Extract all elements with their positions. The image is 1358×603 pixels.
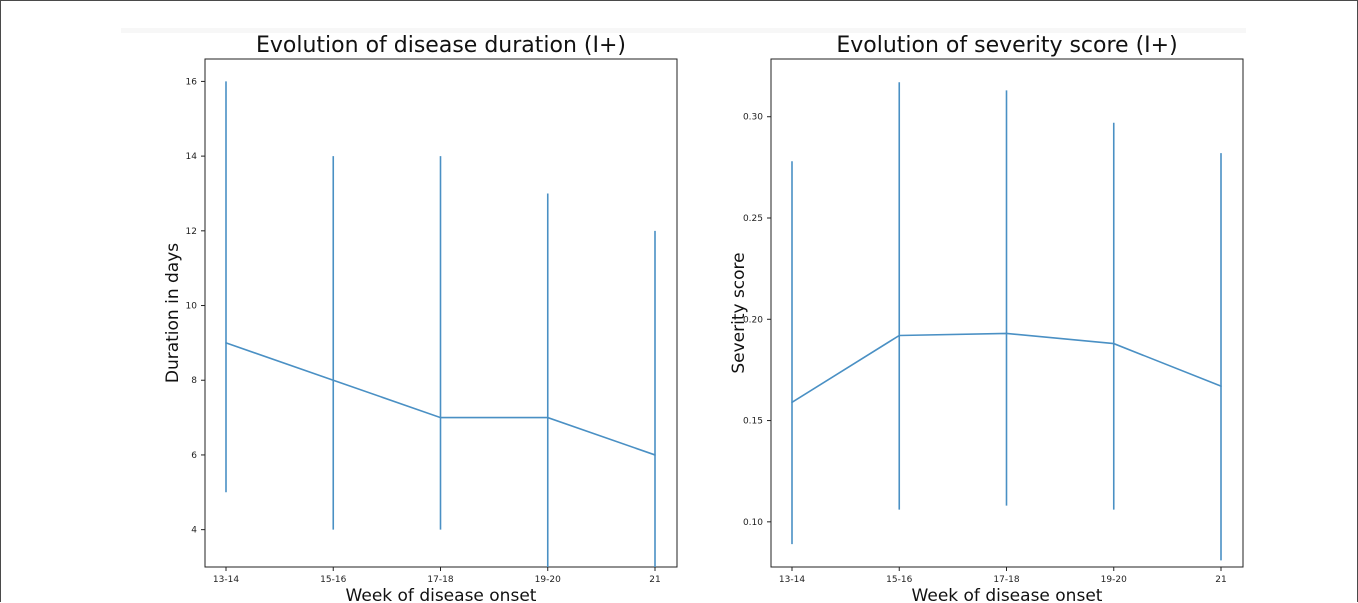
x-tick-label: 21 bbox=[649, 575, 660, 585]
y-axis-label: Severity score bbox=[729, 252, 749, 373]
y-tick-label: 0.15 bbox=[743, 417, 763, 427]
y-tick-label: 0.30 bbox=[743, 113, 763, 123]
data-point bbox=[1220, 385, 1222, 387]
data-point bbox=[791, 401, 793, 404]
y-tick-label: 12 bbox=[186, 227, 197, 237]
x-tick-label: 15-16 bbox=[320, 575, 346, 585]
x-tick-label: 13-14 bbox=[779, 575, 805, 585]
chart-title: Evolution of severity score (I+) bbox=[836, 33, 1177, 58]
chart-title: Evolution of disease duration (I+) bbox=[256, 33, 626, 58]
y-tick-label: 0.25 bbox=[743, 214, 763, 224]
y-tick-label: 10 bbox=[186, 302, 198, 312]
y-tick-label: 8 bbox=[191, 376, 197, 386]
x-tick-label: 15-16 bbox=[886, 575, 912, 585]
y-tick-label: 6 bbox=[191, 451, 197, 461]
y-tick-label: 16 bbox=[186, 77, 198, 87]
data-point bbox=[1005, 332, 1008, 335]
x-axis-label: Week of disease onset bbox=[346, 586, 537, 603]
data-point bbox=[654, 454, 656, 456]
x-tick-label: 19-20 bbox=[535, 575, 561, 585]
y-tick-label: 0.10 bbox=[743, 518, 763, 528]
data-point bbox=[546, 416, 549, 419]
x-axis-label: Week of disease onset bbox=[912, 586, 1103, 603]
chart-panel-2: Evolution of severity score (I+) 0.10 0.15… bbox=[729, 33, 1244, 603]
data-point bbox=[225, 342, 227, 344]
data-point bbox=[439, 416, 442, 419]
x-tick-label: 19-20 bbox=[1101, 575, 1127, 585]
data-point bbox=[332, 379, 335, 382]
figure-top-strip bbox=[121, 28, 1246, 33]
chart-panel-1: Evolution of disease duration (I+) 4 6 8 10 1… bbox=[163, 33, 678, 603]
x-tick-label: 17-18 bbox=[993, 575, 1019, 585]
x-tick-label: 17-18 bbox=[427, 575, 453, 585]
x-tick-label: 21 bbox=[1215, 575, 1226, 585]
y-tick-label: 4 bbox=[191, 526, 197, 536]
x-tick-label: 13-14 bbox=[213, 575, 239, 585]
y-axis-label: Duration in days bbox=[163, 243, 183, 383]
data-point bbox=[898, 334, 901, 337]
data-point bbox=[1112, 342, 1115, 345]
y-tick-label: 0.20 bbox=[743, 315, 763, 325]
y-tick-label: 14 bbox=[186, 152, 198, 162]
